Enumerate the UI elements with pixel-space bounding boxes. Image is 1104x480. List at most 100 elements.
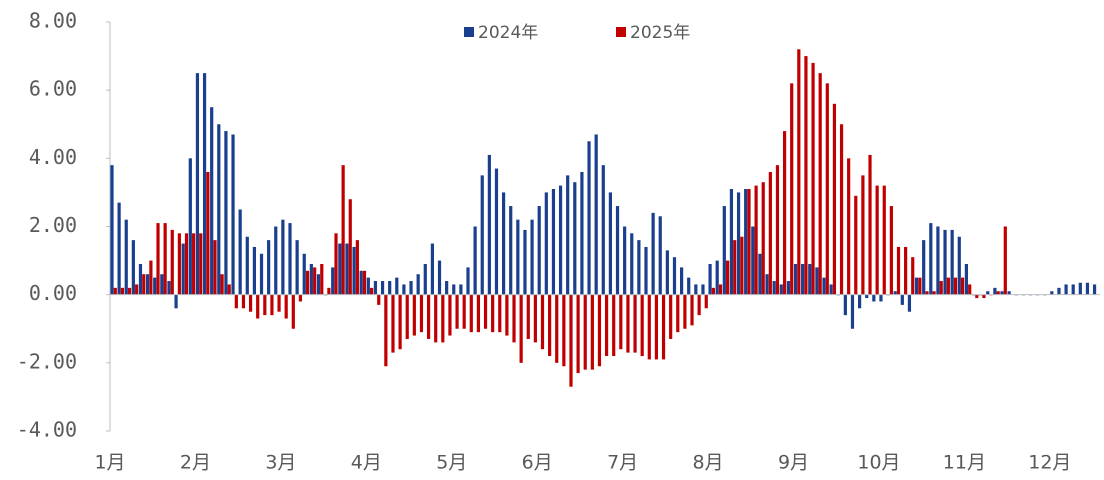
bar [975,294,979,299]
bar [309,263,313,295]
bar [608,192,612,295]
x-tick-label: 3月 [265,452,296,474]
bar [661,294,666,360]
bar [138,263,143,295]
x-tick-label: 4月 [351,452,382,474]
bar [245,236,249,295]
bar [146,274,150,295]
bar [195,73,200,295]
bar [377,294,381,305]
bar [366,277,370,295]
bar [341,165,345,295]
x-tick-label: 5月 [436,452,467,474]
bar [911,257,915,295]
bar [487,154,491,295]
bar [573,182,577,295]
bar [217,124,221,295]
bar [227,284,231,295]
bar [502,192,506,295]
bar [619,294,623,350]
bar [505,294,509,336]
bar [373,281,378,295]
bar [630,233,634,295]
bar [832,103,837,295]
bar [256,294,260,319]
bar [220,274,224,295]
bar [494,168,499,295]
bar [274,226,278,295]
bar [348,199,352,295]
bar [993,287,997,295]
bar [626,294,630,353]
bar [491,294,495,333]
legend-label: 2025年 [630,23,690,43]
bar [199,233,203,295]
bar [943,229,947,295]
bar [654,294,659,360]
bar [1064,284,1068,295]
bar [740,236,744,295]
bar [544,192,548,295]
bar [516,219,520,295]
bar [184,233,189,295]
bar [345,243,349,295]
bar [210,107,214,295]
bar [540,294,545,350]
bar [922,240,926,295]
bar [697,294,701,316]
bar [847,158,851,295]
bar [1057,287,1061,295]
legend-swatch [616,27,626,37]
bar [736,192,741,295]
bar [434,294,438,343]
bar [305,270,310,295]
bar [779,284,783,295]
bar [483,294,488,329]
bar [896,246,901,295]
y-tick-label: 2.00 [29,213,77,237]
bar [576,294,580,374]
bar [388,281,392,295]
bar [498,294,502,333]
bar [687,277,691,295]
bar [815,267,819,295]
bar [398,294,402,350]
bar [960,277,965,295]
bar [850,294,855,329]
bar [395,277,399,295]
bar [455,294,459,329]
bar [889,206,893,295]
bar [181,243,185,295]
bar [555,294,559,363]
bar [551,189,556,295]
bar [580,171,584,295]
bar [462,294,466,329]
bar [163,223,167,295]
bar [676,294,680,333]
bar [426,294,431,339]
y-tick-label: -2.00 [17,349,77,373]
bar [558,185,563,295]
bar [281,219,285,295]
bar [135,284,139,295]
bar [402,284,406,295]
bar [782,131,787,295]
x-tick-label: 7月 [607,452,638,474]
bar [644,246,648,295]
bar [284,294,288,319]
bar [854,195,858,295]
bar [160,274,164,295]
bar [533,294,537,343]
bar [124,219,128,295]
bar [722,206,726,295]
bar [445,281,449,295]
bar [950,229,954,295]
bar [775,165,780,295]
bar [637,240,641,295]
bar [669,294,673,339]
bar [583,294,587,370]
bar [149,260,153,295]
y-tick-label: 8.00 [29,9,77,33]
legend-swatch [464,27,474,37]
bar [811,62,815,295]
